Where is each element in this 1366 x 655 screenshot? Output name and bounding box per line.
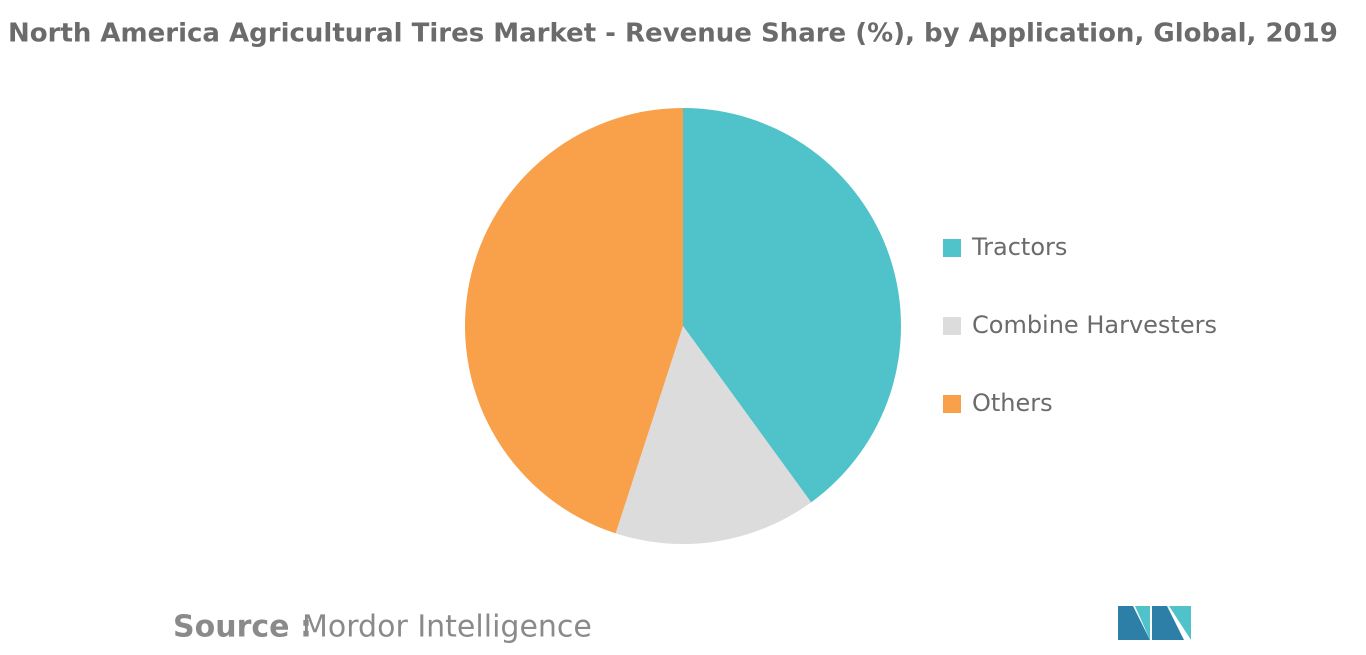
legend-swatch: [943, 239, 961, 257]
pie-slice: [465, 108, 683, 534]
logo: [1118, 606, 1191, 640]
legend-label: Tractors: [971, 233, 1067, 261]
legend: Tractors Combine Harvesters Others: [943, 233, 1217, 417]
chart-title: North America Agricultural Tires Market …: [8, 19, 1338, 49]
legend-label: Combine Harvesters: [972, 311, 1217, 339]
pie-slice: [683, 108, 901, 503]
legend-label: Others: [972, 389, 1053, 417]
source-text: Mordor Intelligence: [302, 610, 592, 645]
legend-swatch: [943, 317, 961, 335]
pie: [465, 108, 901, 545]
source-label: Source :: [173, 610, 312, 645]
legend-swatch: [943, 395, 961, 413]
pie-slice: [615, 326, 812, 545]
